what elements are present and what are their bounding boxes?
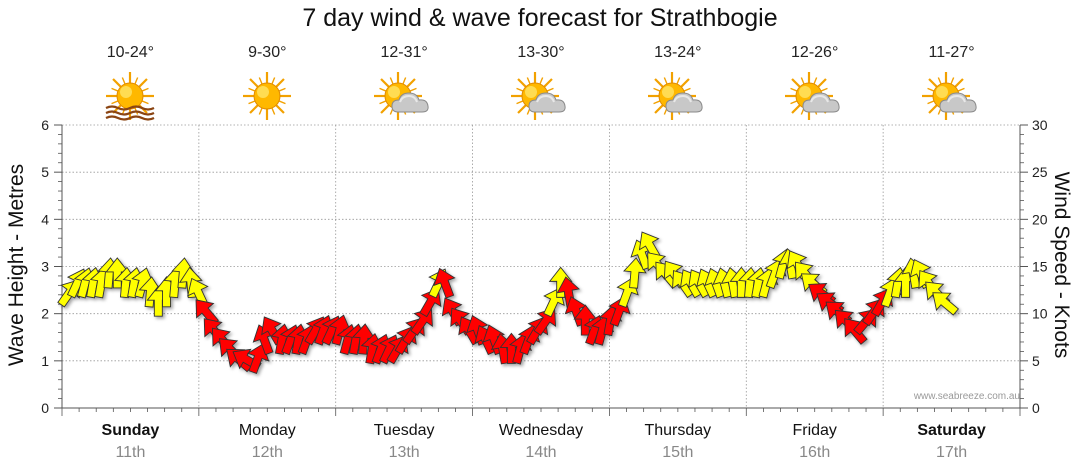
y-tick-label-right: 15	[1032, 259, 1048, 275]
credit-text: www.seabreeze.com.au	[913, 391, 1020, 402]
partly-cloudy-icon	[921, 72, 982, 124]
y-tick-label-right: 10	[1032, 306, 1048, 322]
y-tick-label-left: 2	[41, 306, 49, 322]
y-tick-label-right: 5	[1032, 353, 1040, 369]
day-name: Thursday	[644, 422, 712, 439]
day-date: 15th	[662, 444, 694, 461]
day-temperature: 12-31°	[380, 44, 428, 61]
day-name: Monday	[238, 422, 296, 439]
partly-cloudy-icon	[784, 72, 845, 124]
partly-cloudy-icon	[374, 72, 434, 124]
y-axis-left-label: Wave Height - Metres	[5, 163, 28, 367]
wind-arrow-layer	[57, 231, 960, 375]
day-temperature: 10-24°	[106, 44, 155, 61]
axis-layer: 0 1 2 3 4 5 6 0 5 10 15 20 25 30	[41, 117, 1048, 416]
wind-arrow	[932, 292, 960, 316]
wind-arrow	[433, 267, 456, 299]
y-tick-label-right: 30	[1032, 117, 1048, 133]
partly-cloudy-icon	[647, 72, 708, 124]
y-tick-label-left: 3	[41, 259, 49, 275]
grid-layer	[62, 124, 1020, 408]
y-tick-label-left: 0	[41, 400, 49, 416]
day-date: 14th	[525, 444, 557, 461]
wind-arrow	[246, 343, 270, 375]
day-date: 13th	[388, 444, 420, 461]
partly-cloudy-icon	[511, 72, 571, 124]
y-tick-label-left: 4	[41, 211, 49, 227]
day-date: 16th	[799, 444, 831, 461]
day-temperature: 12-26°	[791, 44, 839, 61]
day-temperature: 11-27°	[928, 44, 975, 61]
day-date: 12th	[251, 444, 283, 461]
day-temperature: 13-24°	[654, 44, 702, 61]
y-axis-right-label: Wind Speed - Knots	[1050, 171, 1073, 359]
chart-title: 7 day wind & wave forecast for Strathbog…	[302, 4, 778, 32]
day-name: Friday	[792, 422, 837, 439]
day-date: 17th	[935, 444, 968, 461]
day-temperature: 13-30°	[517, 44, 565, 61]
day-name: Sunday	[101, 422, 160, 439]
y-tick-label-left: 1	[41, 353, 49, 369]
day-date: 11th	[115, 444, 146, 461]
sun-haze-icon	[100, 72, 160, 124]
sun-icon	[237, 72, 297, 124]
y-tick-label-right: 25	[1032, 164, 1048, 180]
day-name: Saturday	[917, 422, 986, 439]
y-tick-label-right: 20	[1032, 211, 1048, 227]
y-tick-label-left: 5	[41, 164, 49, 180]
y-tick-label-left: 6	[41, 117, 49, 133]
day-temperature: 9-30°	[248, 44, 287, 61]
wind-arrow	[623, 257, 647, 289]
day-name: Tuesday	[373, 422, 435, 439]
day-name: Wednesday	[498, 422, 584, 439]
y-tick-label-right: 0	[1032, 400, 1040, 416]
